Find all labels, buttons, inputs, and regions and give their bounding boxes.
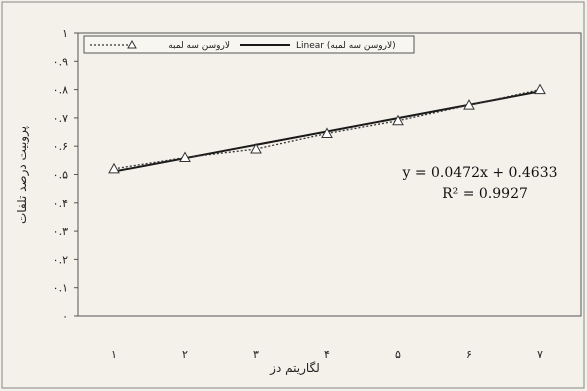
x-tick-label: ۷ — [537, 348, 543, 361]
y-tick-label: ۰.۴ — [53, 197, 68, 210]
y-tick-label: ۰.۱ — [53, 282, 68, 295]
data-point — [108, 162, 120, 174]
x-tick-label: ۶ — [466, 348, 472, 361]
trend-equation: y = 0.0472x + 0.4633 — [401, 165, 557, 181]
y-axis: ۰ ۰.۱ ۰.۲ ۰.۳ ۰.۴ ۰.۵ ۰.۶ ۰.۷ ۰.۸ ۰.۹ ۱ — [53, 27, 78, 323]
x-tick-label: ۱ — [111, 348, 117, 361]
data-point — [179, 151, 191, 163]
y-tick-label: ۰.۸ — [53, 84, 68, 97]
x-tick-label: ۵ — [395, 348, 401, 361]
legend-trend-label: Linear (لاروسن سه لمبه) — [296, 41, 396, 51]
y-tick-label: ۰.۵ — [53, 169, 68, 182]
legend: لاروسن سه لمبه Linear (لاروسن سه لمبه) — [83, 35, 415, 54]
y-tick-label: ۰.۶ — [53, 140, 68, 153]
y-tick-label: ۰.۷ — [53, 112, 68, 125]
x-axis-title: لگاریتم دز — [269, 361, 320, 376]
legend-series-label: لاروسن سه لمبه — [168, 41, 230, 51]
data-point — [463, 99, 475, 110]
x-tick-label: ۲ — [182, 348, 188, 361]
data-point — [321, 127, 333, 138]
series-markers — [108, 83, 546, 174]
y-tick-label: ۱ — [62, 27, 68, 40]
x-tick-label: ۴ — [324, 348, 330, 361]
legend-series-marker — [127, 39, 137, 49]
y-tick-label: ۰.۳ — [53, 225, 68, 238]
data-point — [250, 143, 262, 154]
y-axis-title: پروبیت درصد تلفات — [15, 126, 30, 224]
y-tick-label: ۰.۹ — [53, 55, 68, 68]
y-tick-label: ۰.۲ — [53, 253, 68, 266]
data-point — [534, 83, 546, 95]
x-axis: ۱ ۲ ۳ ۴ ۵ ۶ ۷ — [111, 348, 543, 361]
data-point — [392, 114, 404, 126]
r-squared: R² = 0.9927 — [442, 186, 528, 202]
x-tick-label: ۳ — [253, 348, 259, 361]
y-tick-label: ۰ — [62, 310, 68, 323]
